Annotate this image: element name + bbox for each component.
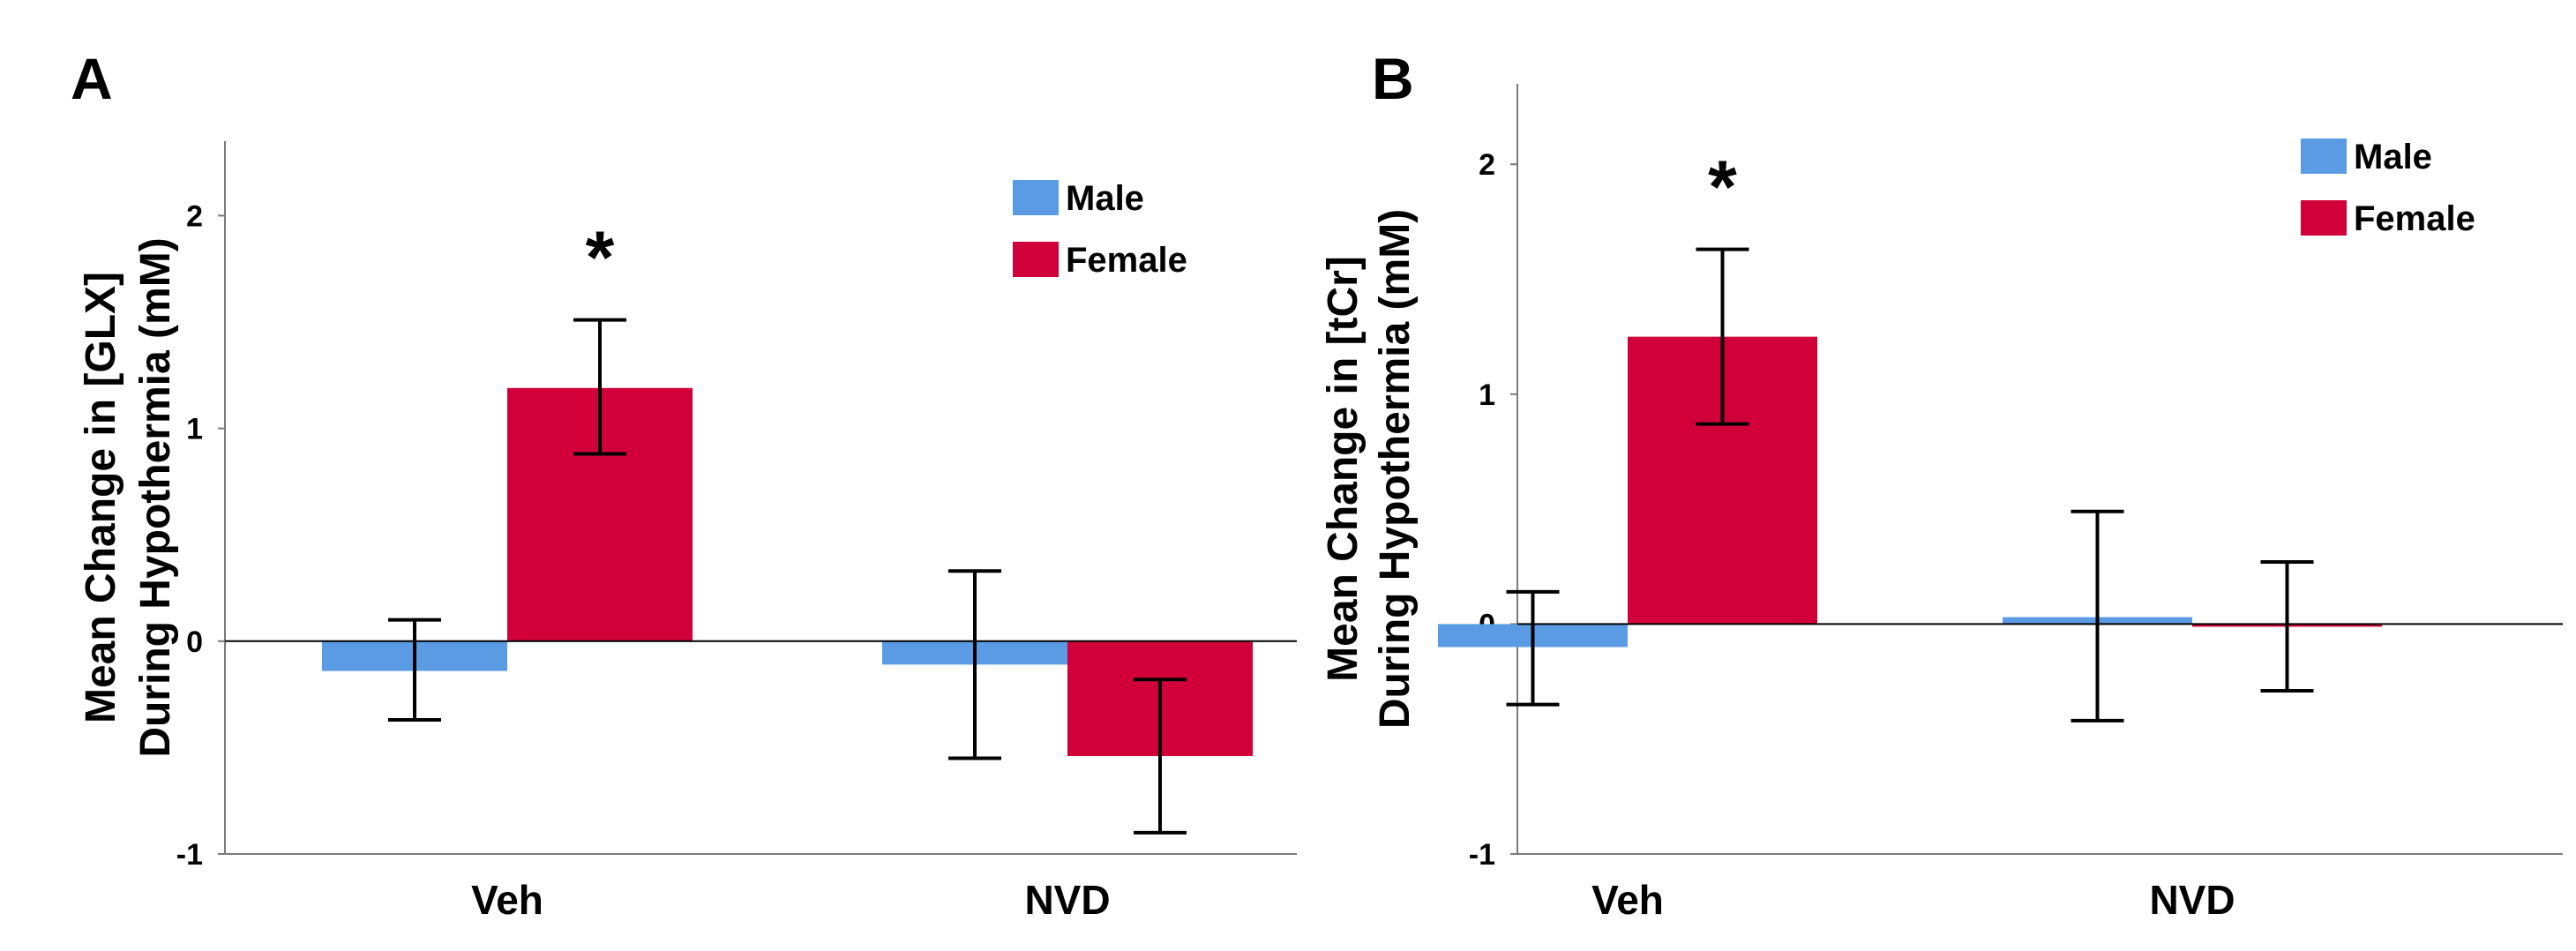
legend-item-female: Female (1013, 241, 1187, 280)
x-category-label: NVD (1024, 877, 1110, 923)
error-bar-male-veh (388, 618, 441, 723)
legend-item-male: Male (1013, 179, 1144, 218)
error-bar-female-nvd (2260, 560, 2314, 693)
error-bar-male-veh (1506, 589, 1560, 707)
x-category-label: Veh (1591, 877, 1664, 923)
legend-swatch (1013, 242, 1059, 277)
error-bar-female-veh (573, 318, 626, 456)
y-tick-label: 1 (1479, 378, 1495, 412)
y-axis-label-line: During Hypothermia (mM) (1372, 209, 1419, 729)
legend-swatch (1013, 180, 1059, 215)
y-tick-label: 2 (186, 199, 203, 233)
legend-swatch (2301, 139, 2347, 174)
error-bar-male-nvd (2071, 509, 2124, 723)
legend-label: Female (1066, 241, 1187, 280)
x-category-label: Veh (471, 877, 543, 923)
y-axis-label-line: Mean Change in [tCr] (1320, 256, 1367, 682)
legend-label: Male (1066, 179, 1144, 218)
error-bar-male-nvd (948, 569, 1001, 760)
y-axis-label-line: During Hypothermia (mM) (132, 237, 179, 757)
error-bar-female-veh (1696, 247, 1749, 426)
panel-a: A Mean Change in [GLX] During Hypothermia … (71, 46, 1297, 923)
legend-label: Male (2354, 138, 2432, 176)
y-tick-label: -1 (176, 838, 203, 872)
panel-letter: A (71, 46, 113, 111)
legend-swatch (2301, 200, 2347, 236)
significance-star: * (1708, 146, 1737, 228)
y-tick-label: 0 (186, 625, 203, 659)
y-axis-label-line: Mean Change in [GLX] (78, 272, 124, 723)
significance-star: * (586, 216, 615, 299)
panel-b: B Mean Change in [tCr] During Hypothermia … (1320, 46, 2563, 923)
error-bar-female-nvd (1134, 678, 1187, 835)
legend-item-male: Male (2301, 138, 2432, 176)
x-category-label: NVD (2149, 877, 2235, 923)
y-tick-label: 1 (186, 413, 203, 446)
panel-letter: B (1372, 46, 1414, 111)
y-tick-label: -1 (1469, 838, 1495, 872)
y-tick-label: 2 (1479, 148, 1495, 182)
legend-item-female: Female (2301, 199, 2475, 238)
legend-label: Female (2354, 199, 2475, 238)
